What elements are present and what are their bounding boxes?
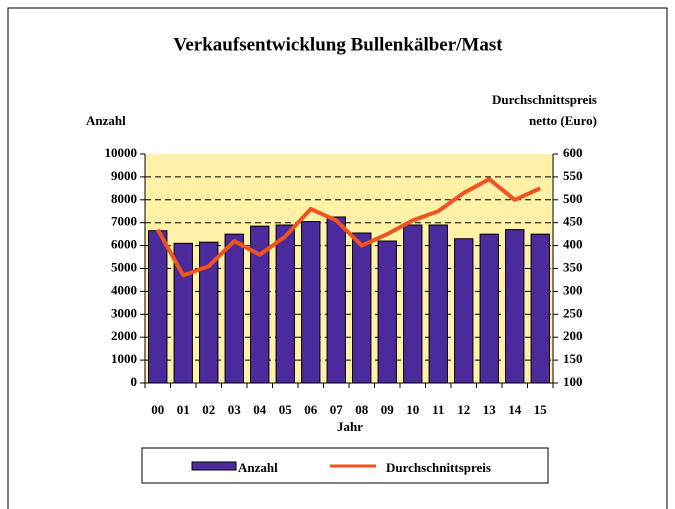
- line: [156, 177, 542, 278]
- y2-tick-label: 250: [563, 305, 583, 320]
- legend-label: Anzahl: [238, 460, 278, 475]
- bar: [199, 241, 219, 384]
- y-tick-label: 8000: [111, 191, 137, 206]
- x-tick-label: 04: [253, 402, 267, 417]
- x-tick-label: 03: [228, 402, 242, 417]
- x-tick-label: 07: [330, 402, 344, 417]
- bar: [377, 240, 397, 384]
- y-tick-label: 9000: [111, 168, 137, 183]
- x-tick-label: 01: [177, 402, 190, 417]
- y2-tick-label: 450: [563, 214, 583, 229]
- x-tick-label: 02: [202, 402, 215, 417]
- x-tick-label: 12: [457, 402, 470, 417]
- x-tick-label: 13: [483, 402, 497, 417]
- y-tick-label: 3000: [111, 305, 137, 320]
- y-tick-label: 10000: [105, 145, 138, 160]
- y-tick-label: 7000: [111, 214, 137, 229]
- legend-swatch: [191, 461, 237, 471]
- x-tick-label: 06: [304, 402, 318, 417]
- bar: [326, 216, 346, 384]
- y2-tick-label: 600: [563, 145, 583, 160]
- bar: [275, 224, 295, 384]
- y-axis-label: Anzahl: [86, 113, 126, 128]
- y2-tick-label: 350: [563, 259, 583, 274]
- y-tick-label: 4000: [111, 282, 137, 297]
- bar: [352, 232, 372, 384]
- x-tick-label: 00: [151, 402, 164, 417]
- bar: [454, 238, 474, 384]
- y2-tick-label: 500: [563, 191, 583, 206]
- y-tick-label: 5000: [111, 259, 137, 274]
- x-tick-label: 15: [534, 402, 548, 417]
- bar: [479, 233, 499, 384]
- y-tick-label: 0: [131, 374, 138, 389]
- x-axis-label: Jahr: [337, 419, 363, 434]
- y2-tick-label: 550: [563, 168, 583, 183]
- x-tick-label: 10: [406, 402, 419, 417]
- x-tick-label: 05: [279, 402, 293, 417]
- y2-tick-label: 400: [563, 237, 583, 252]
- bar: [301, 221, 321, 384]
- bar: [224, 233, 244, 384]
- bar: [505, 229, 525, 384]
- y-tick-label: 6000: [111, 237, 137, 252]
- x-tick-label: 08: [355, 402, 369, 417]
- y2-tick-label: 150: [563, 351, 583, 366]
- y2-axis-label: Durchschnittspreis: [492, 92, 597, 107]
- bar: [428, 224, 448, 384]
- chart-title: Verkaufsentwicklung Bullenkälber/Mast: [173, 34, 503, 55]
- x-tick-label: 14: [508, 402, 522, 417]
- y2-tick-label: 100: [563, 374, 583, 389]
- bar: [403, 224, 423, 384]
- legend-label: Durchschnittspreis: [386, 460, 491, 475]
- y-tick-label: 2000: [111, 328, 137, 343]
- y2-axis-label: netto (Euro): [529, 113, 597, 128]
- bar: [148, 230, 168, 384]
- bar: [530, 233, 550, 384]
- x-tick-label: 09: [381, 402, 395, 417]
- y2-tick-label: 200: [563, 328, 583, 343]
- x-tick-label: 11: [432, 402, 444, 417]
- y2-tick-label: 300: [563, 282, 583, 297]
- y-tick-label: 1000: [111, 351, 137, 366]
